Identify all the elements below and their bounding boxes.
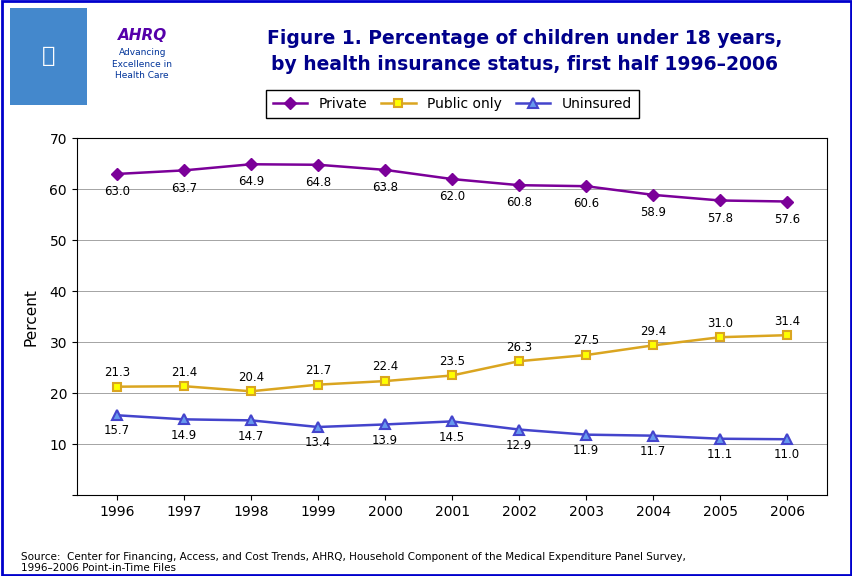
- Text: 64.9: 64.9: [238, 176, 264, 188]
- Text: 60.6: 60.6: [573, 198, 598, 210]
- Text: 11.1: 11.1: [706, 448, 733, 461]
- Text: 22.4: 22.4: [371, 361, 398, 373]
- Legend: Private, Public only, Uninsured: Private, Public only, Uninsured: [265, 90, 638, 118]
- Text: 14.5: 14.5: [439, 431, 464, 444]
- Text: 31.0: 31.0: [706, 317, 733, 329]
- Text: 14.9: 14.9: [170, 429, 197, 442]
- Text: 29.4: 29.4: [639, 325, 665, 338]
- Text: 57.6: 57.6: [774, 213, 799, 226]
- Text: 31.4: 31.4: [774, 314, 799, 328]
- Text: 63.0: 63.0: [104, 185, 130, 198]
- Text: 57.8: 57.8: [706, 212, 733, 225]
- Text: 58.9: 58.9: [639, 206, 665, 219]
- Text: 14.7: 14.7: [238, 430, 264, 442]
- Text: 11.7: 11.7: [639, 445, 665, 458]
- Text: 13.4: 13.4: [305, 436, 331, 449]
- Text: 20.4: 20.4: [238, 370, 264, 384]
- Y-axis label: Percent: Percent: [23, 288, 38, 346]
- Text: 21.3: 21.3: [104, 366, 130, 379]
- Text: 15.7: 15.7: [104, 425, 130, 437]
- Text: 62.0: 62.0: [439, 190, 464, 203]
- Text: 63.8: 63.8: [371, 181, 398, 194]
- Text: 🦅: 🦅: [42, 47, 55, 66]
- Text: 21.4: 21.4: [170, 366, 197, 378]
- Text: Figure 1. Percentage of children under 18 years,
by health insurance status, fir: Figure 1. Percentage of children under 1…: [267, 29, 781, 74]
- Text: Advancing
Excellence in
Health Care: Advancing Excellence in Health Care: [112, 48, 172, 81]
- Text: 21.7: 21.7: [304, 364, 331, 377]
- Text: AHRQ: AHRQ: [118, 28, 167, 43]
- Text: 27.5: 27.5: [573, 335, 598, 347]
- Text: 13.9: 13.9: [371, 434, 398, 446]
- Text: 12.9: 12.9: [505, 439, 532, 452]
- Text: 11.9: 11.9: [573, 444, 599, 457]
- Text: 64.8: 64.8: [305, 176, 331, 189]
- Text: Source:  Center for Financing, Access, and Cost Trends, AHRQ, Household Componen: Source: Center for Financing, Access, an…: [21, 552, 685, 573]
- Text: 63.7: 63.7: [170, 181, 197, 195]
- FancyBboxPatch shape: [10, 8, 87, 105]
- Text: 11.0: 11.0: [774, 449, 799, 461]
- Text: 60.8: 60.8: [505, 196, 532, 210]
- Text: 23.5: 23.5: [439, 355, 464, 368]
- Text: 26.3: 26.3: [505, 340, 532, 354]
